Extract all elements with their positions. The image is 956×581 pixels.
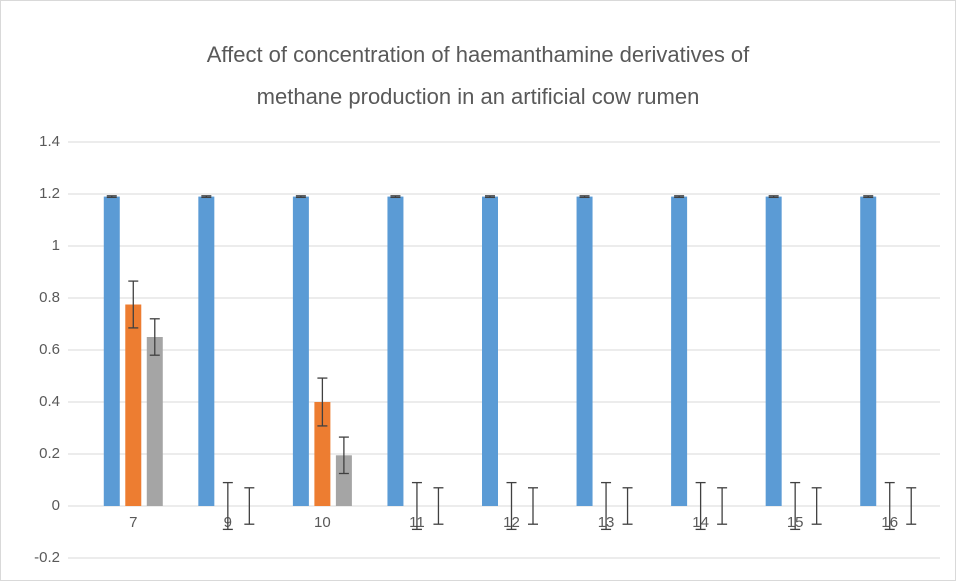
error-bar bbox=[338, 436, 349, 475]
y-tick-label: 0.6 bbox=[39, 341, 60, 358]
error-bar bbox=[106, 195, 117, 199]
error-bar bbox=[695, 481, 706, 531]
bar bbox=[387, 196, 404, 506]
error-bar bbox=[295, 195, 306, 199]
bar bbox=[765, 196, 782, 506]
error-bar bbox=[790, 481, 801, 531]
bar bbox=[335, 455, 352, 506]
y-tick-label: 0.8 bbox=[39, 289, 60, 306]
error-bar bbox=[128, 280, 139, 329]
x-tick-label: 10 bbox=[314, 514, 331, 531]
error-bar bbox=[433, 487, 444, 525]
error-bar bbox=[884, 481, 895, 531]
error-bar bbox=[622, 487, 633, 525]
error-bar bbox=[485, 195, 495, 199]
error-bar bbox=[149, 318, 160, 356]
y-tick-label: 1.4 bbox=[39, 133, 60, 150]
error-bar bbox=[506, 481, 517, 531]
error-bar bbox=[222, 481, 233, 531]
y-tick-label: 0 bbox=[52, 497, 60, 514]
y-tick-label: 0.4 bbox=[39, 393, 60, 410]
y-tick-label: -0.2 bbox=[34, 549, 60, 566]
error-bar bbox=[579, 195, 590, 199]
bar bbox=[482, 196, 498, 506]
error-bar bbox=[601, 481, 612, 531]
bar bbox=[146, 337, 163, 506]
bar bbox=[671, 196, 688, 506]
bar bbox=[860, 196, 877, 506]
bar bbox=[314, 402, 331, 506]
error-bar bbox=[317, 377, 328, 427]
bar bbox=[576, 196, 593, 506]
error-bar bbox=[201, 195, 212, 199]
y-tick-label: 0.2 bbox=[39, 445, 60, 462]
bar bbox=[125, 304, 142, 506]
error-bar bbox=[863, 195, 874, 199]
bar bbox=[198, 196, 215, 506]
error-bar bbox=[906, 487, 917, 525]
x-tick-label: 7 bbox=[129, 514, 137, 531]
error-bar bbox=[411, 481, 422, 531]
chart-title: Affect of concentration of haemanthamine… bbox=[206, 42, 750, 109]
error-bar bbox=[390, 195, 401, 199]
y-tick-label: 1.2 bbox=[39, 185, 60, 202]
error-bar bbox=[811, 487, 822, 525]
error-bar bbox=[717, 487, 728, 525]
error-bar bbox=[528, 487, 538, 525]
bar bbox=[292, 196, 309, 506]
error-bar bbox=[674, 195, 685, 199]
bar bbox=[103, 196, 120, 506]
error-bar bbox=[768, 195, 779, 199]
error-bar bbox=[244, 487, 255, 525]
y-tick-label: 1 bbox=[52, 237, 60, 254]
